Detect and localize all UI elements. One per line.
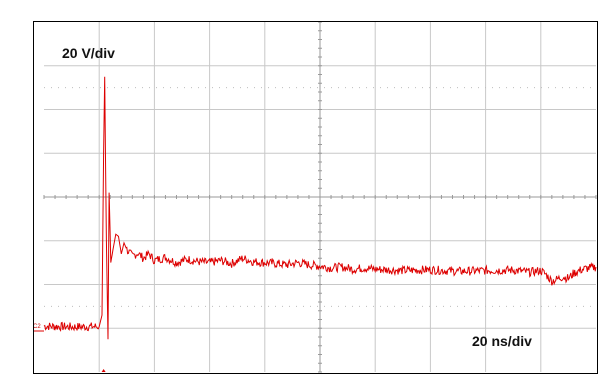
vertical-scale-label: 20 V/div	[62, 45, 115, 61]
grid	[43, 21, 597, 373]
waveform-trace	[34, 76, 597, 372]
trigger-marker	[101, 369, 106, 372]
waveform-line	[43, 76, 597, 340]
channel-marker-label: C2	[33, 324, 41, 330]
horizontal-scale-label: 20 ns/div	[472, 333, 532, 349]
